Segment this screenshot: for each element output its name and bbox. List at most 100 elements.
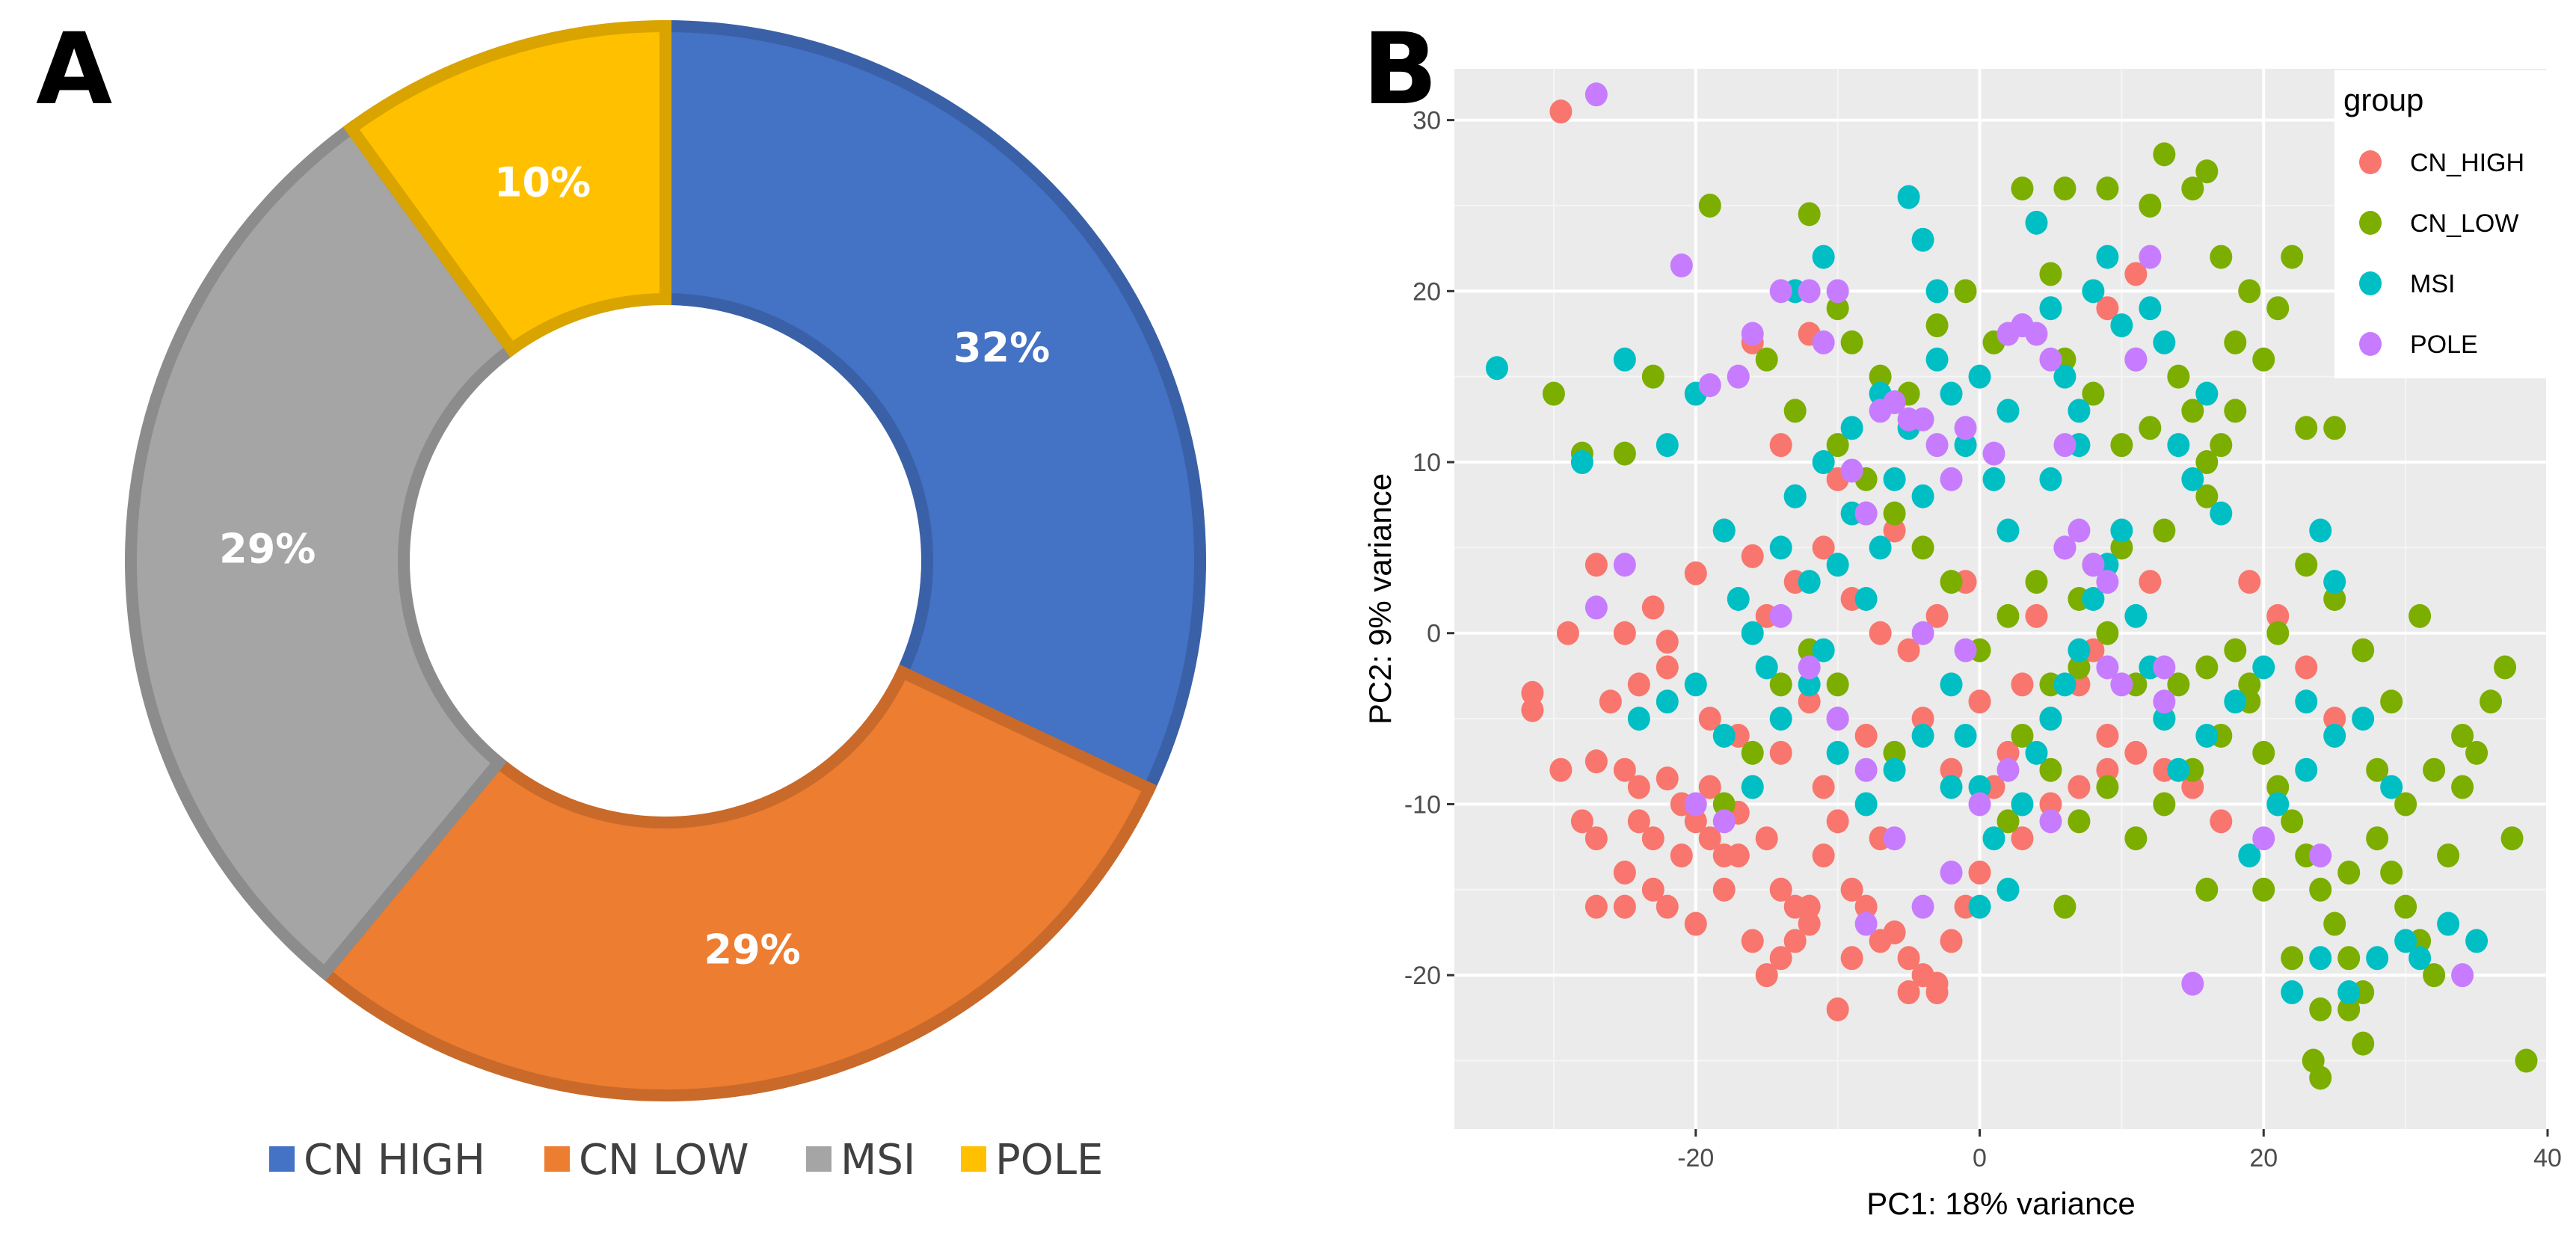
point-cn-high (1968, 689, 1991, 714)
point-cn-low (2423, 963, 2446, 988)
x-tick-label: 20 (2249, 1144, 2278, 1172)
pca-legend-label: MSI (2410, 270, 2455, 298)
point-msi (2266, 792, 2290, 817)
point-msi (1968, 364, 1991, 389)
point-cn-high (1897, 946, 1920, 971)
donut-legend-swatch (961, 1146, 986, 1172)
pca-legend-key (2359, 332, 2382, 356)
point-pole (2153, 655, 2176, 680)
point-pole (1954, 638, 1977, 662)
point-pole (2309, 843, 2332, 868)
point-msi (1840, 416, 1863, 440)
y-tick-label: 30 (1413, 107, 1441, 135)
point-cn-high (1641, 595, 1664, 620)
point-cn-high (1996, 740, 2020, 765)
point-msi (1940, 672, 1963, 697)
point-cn-low (1940, 570, 1963, 594)
donut-legend: CN HIGH CN LOW MSI POLE (269, 1136, 1103, 1184)
y-tick-label: 0 (1427, 620, 1441, 648)
point-cn-low (2039, 757, 2062, 782)
point-cn-low (2266, 621, 2290, 645)
point-msi (1783, 484, 1807, 508)
point-cn-high (1641, 826, 1664, 851)
donut-legend-label: CN LOW (579, 1136, 748, 1184)
y-tick-label: -10 (1404, 790, 1441, 819)
point-cn-high (2210, 809, 2233, 834)
point-cn-low (2337, 860, 2361, 885)
point-cn-low (1542, 381, 1565, 406)
point-cn-high (1883, 518, 1906, 543)
x-tick-label: 0 (1973, 1144, 1987, 1172)
point-cn-low (2302, 1048, 2325, 1073)
point-cn-high (1968, 860, 1991, 885)
point-cn-high (1698, 775, 1721, 799)
pca-legend-key (2359, 150, 2382, 174)
point-msi (1996, 399, 2020, 423)
point-pole (1613, 553, 1636, 577)
point-pole (2139, 245, 2162, 269)
point-msi (1656, 689, 1679, 714)
point-msi (2082, 587, 2105, 611)
point-cn-low (2337, 997, 2361, 1021)
point-cn-low (2167, 672, 2190, 697)
point-cn-high (1897, 980, 1920, 1005)
point-msi (2025, 210, 2048, 235)
point-cn-low (1783, 399, 1807, 423)
x-tick-label: -20 (1677, 1144, 1714, 1172)
donut-legend-swatch (269, 1146, 295, 1172)
point-cn-high (1883, 920, 1906, 944)
point-cn-low (2394, 894, 2417, 919)
point-msi (1883, 467, 1906, 491)
point-pole (1712, 809, 1736, 834)
point-cn-high (1698, 826, 1721, 851)
point-pole (2153, 689, 2176, 714)
point-msi (2323, 723, 2346, 748)
point-msi (2039, 296, 2062, 321)
point-msi (2195, 723, 2219, 748)
point-msi (2252, 655, 2275, 680)
point-msi (2309, 946, 2332, 971)
y-tick-label: 20 (1413, 277, 1441, 306)
point-msi (2053, 364, 2077, 389)
point-msi (1769, 535, 1792, 560)
point-pole (1982, 441, 2005, 466)
point-cn-low (2281, 245, 2304, 269)
point-cn-high (2011, 826, 2034, 851)
point-msi (1741, 775, 1764, 799)
point-cn-low (1798, 202, 1821, 227)
point-cn-high (1911, 707, 1934, 731)
point-cn-high (1812, 775, 1835, 799)
point-cn-low (2451, 775, 2474, 799)
point-pole (2451, 963, 2474, 988)
point-cn-low (2096, 176, 2119, 201)
point-cn-high (1812, 843, 1835, 868)
point-msi (1854, 792, 1878, 817)
point-cn-high (1783, 929, 1807, 953)
point-cn-low (2323, 587, 2346, 611)
point-msi (2437, 911, 2460, 936)
point-pole (1954, 416, 1977, 440)
point-msi (2295, 689, 2318, 714)
point-msi (2295, 757, 2318, 782)
point-msi (2139, 296, 2162, 321)
pca-legend: group CN_HIGH CN_LOW MSI POLE (2334, 70, 2547, 378)
point-cn-low (2053, 176, 2077, 201)
point-cn-low (2465, 740, 2489, 765)
point-cn-low (2409, 603, 2432, 628)
point-pole (1911, 621, 1934, 645)
pca-legend-label: POLE (2410, 331, 2478, 359)
point-pole (1925, 433, 1949, 458)
point-cn-low (2252, 347, 2275, 372)
point-cn-high (1521, 698, 1544, 722)
point-cn-low (2515, 1048, 2538, 1073)
y-tick-label: 10 (1413, 449, 1441, 477)
point-cn-high (2025, 603, 2048, 628)
point-msi (2011, 792, 2034, 817)
pca-legend-key (2359, 211, 2382, 235)
point-cn-high (1549, 99, 1573, 124)
point-pole (1727, 364, 1750, 389)
point-msi (1954, 723, 1977, 748)
point-pole (1812, 330, 1835, 354)
point-cn-high (1769, 433, 1792, 458)
